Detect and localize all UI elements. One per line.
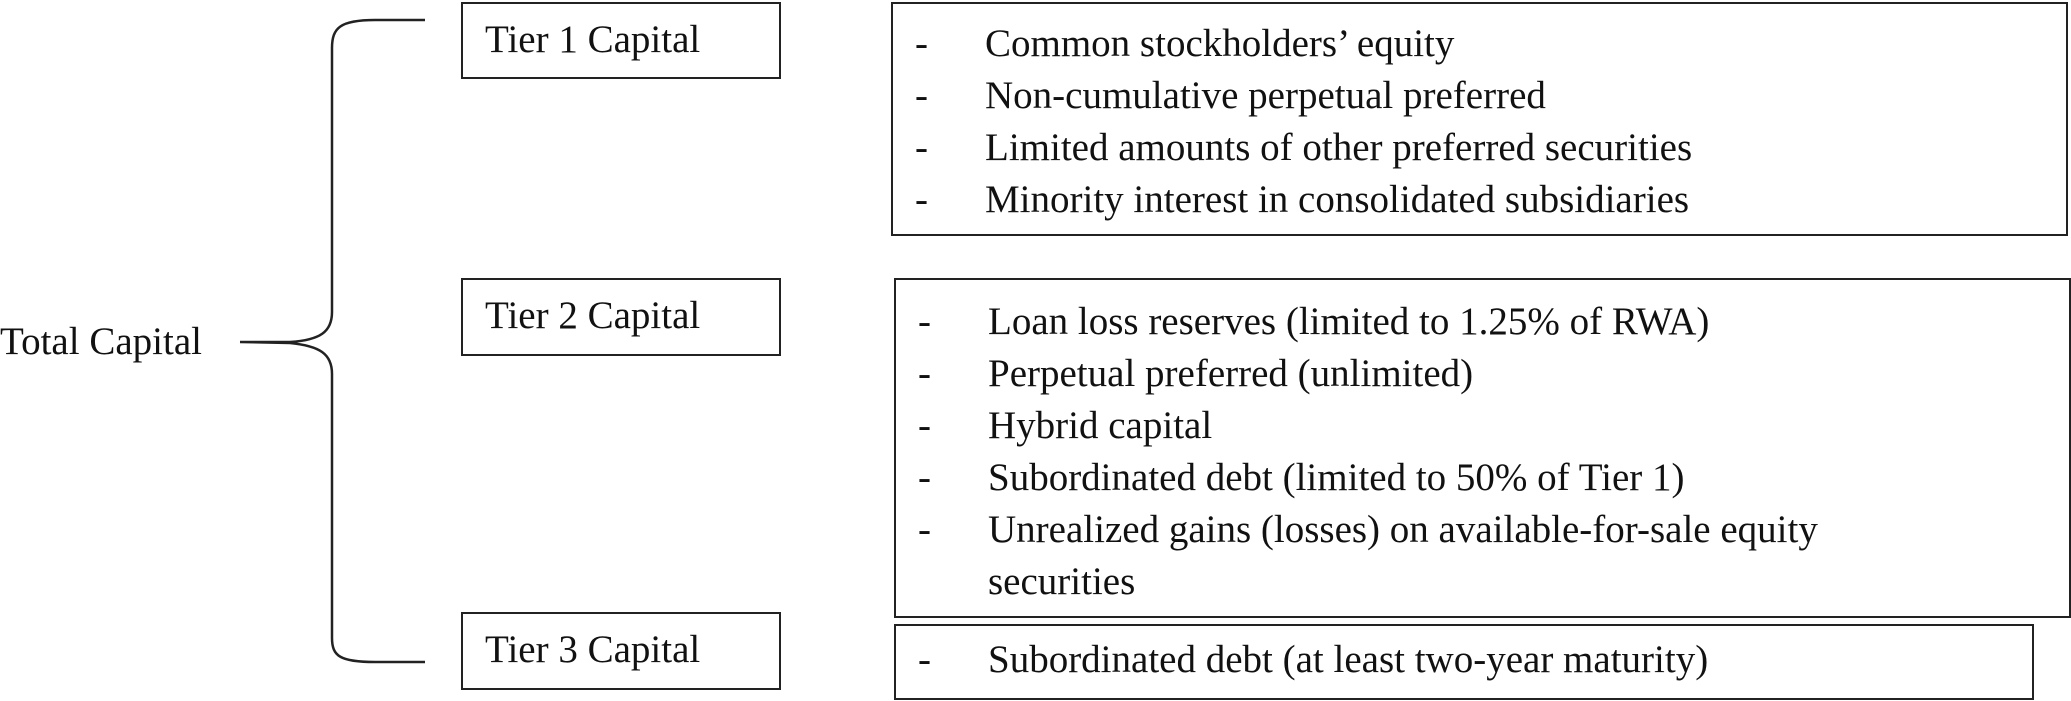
list-item: - Unrealized gains (losses) on available-… — [896, 504, 1908, 608]
list-item: - Hybrid capital — [896, 400, 2069, 452]
dash-bullet: - — [915, 22, 928, 65]
tier-1-label: Tier 1 Capital — [485, 18, 701, 61]
dash-bullet: - — [915, 178, 928, 221]
tier-3-box: Tier 3 Capital — [461, 612, 781, 690]
list-item: - Perpetual preferred (unlimited) — [896, 348, 2069, 400]
tier-3-details-list: - Subordinated debt (at least two-year ma… — [896, 634, 2032, 686]
list-item: - Loan loss reserves (limited to 1.25% of… — [896, 296, 2069, 348]
dash-bullet: - — [918, 352, 931, 395]
list-item: - Non-cumulative perpetual preferred — [893, 70, 2066, 122]
dash-bullet: - — [918, 404, 931, 447]
list-item: - Minority interest in consolidated subsi… — [893, 174, 2066, 226]
dash-bullet: - — [918, 456, 931, 499]
list-item: - Common stockholders’ equity — [893, 18, 2066, 70]
tier-1-details-list: - Common stockholders’ equity - Non-cumula… — [893, 18, 2066, 226]
list-item: - Subordinated debt (at least two-year ma… — [896, 634, 2032, 686]
tier-3-label: Tier 3 Capital — [485, 628, 701, 671]
tier-2-details-list: - Loan loss reserves (limited to 1.25% of… — [896, 296, 2069, 608]
dash-bullet: - — [918, 300, 931, 343]
dash-bullet: - — [918, 508, 931, 551]
tier-1-details-box: - Common stockholders’ equity - Non-cumula… — [891, 2, 2068, 236]
total-capital-label: Total Capital — [0, 320, 202, 363]
list-item: - Subordinated debt (limited to 50% of Ti… — [896, 452, 2069, 504]
dash-bullet: - — [915, 74, 928, 117]
dash-bullet: - — [915, 126, 928, 169]
tier-2-label: Tier 2 Capital — [485, 294, 701, 337]
tier-1-box: Tier 1 Capital — [461, 2, 781, 79]
tier-2-details-box: - Loan loss reserves (limited to 1.25% of… — [894, 278, 2071, 618]
tier-3-details-box: - Subordinated debt (at least two-year ma… — [894, 624, 2034, 700]
tier-2-box: Tier 2 Capital — [461, 278, 781, 356]
dash-bullet: - — [918, 638, 931, 681]
list-item: - Limited amounts of other preferred secu… — [893, 122, 2066, 174]
